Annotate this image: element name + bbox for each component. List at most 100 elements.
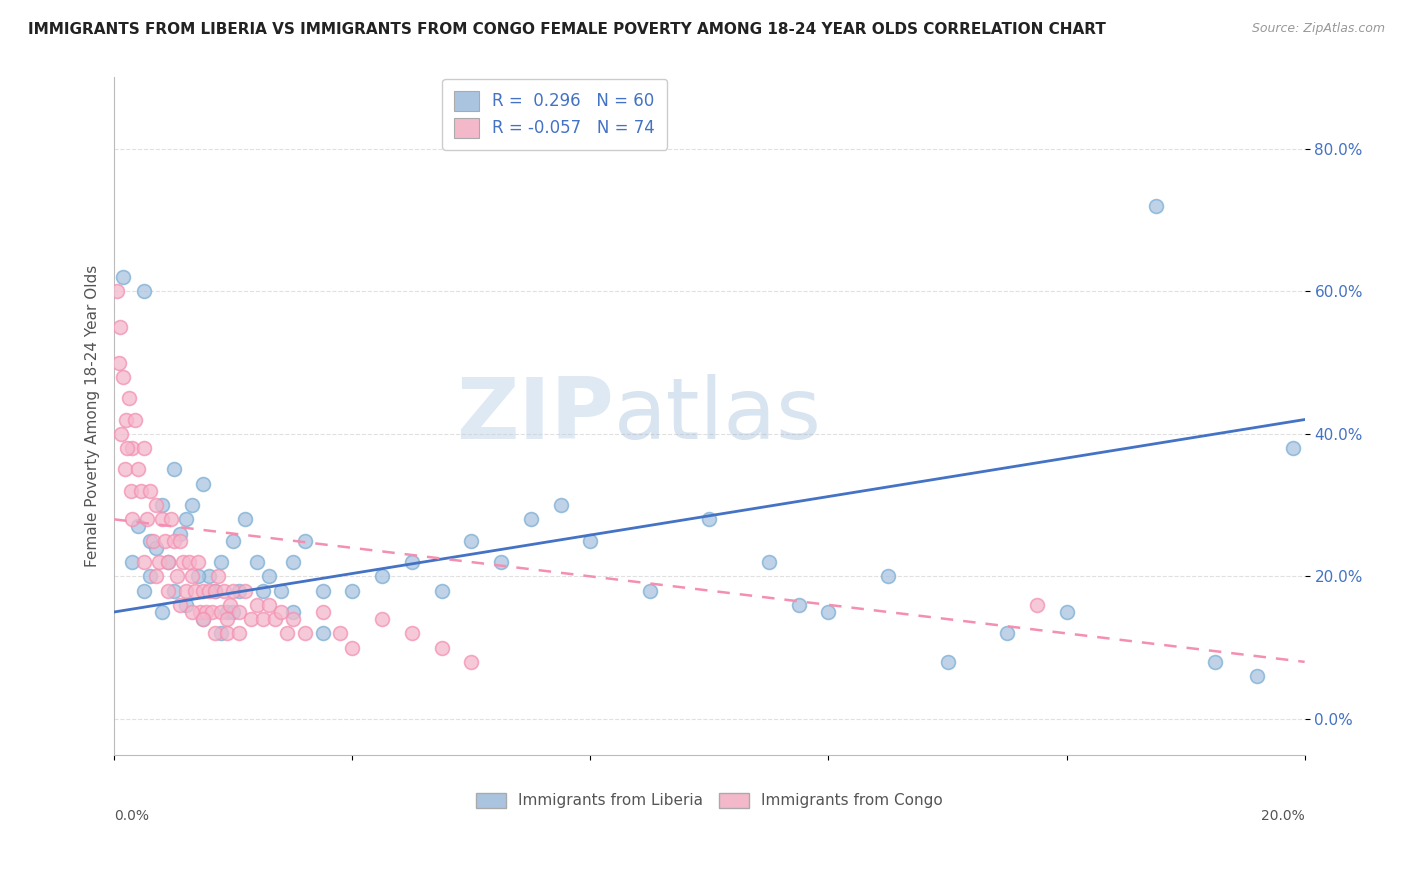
Point: [579, 533, 602, 548]
Point: [460, 655, 482, 669]
Point: [142, 533, 165, 548]
Point: [209, 555, 232, 569]
Point: [163, 462, 186, 476]
Point: [520, 512, 543, 526]
Point: [430, 640, 453, 655]
Point: [121, 512, 143, 526]
Point: [198, 583, 221, 598]
Point: [1025, 598, 1047, 612]
Point: [217, 612, 239, 626]
Point: [108, 355, 131, 369]
Point: [222, 533, 245, 548]
Point: [124, 412, 146, 426]
Point: [329, 626, 352, 640]
Point: [156, 555, 179, 569]
Point: [214, 583, 236, 598]
Point: [817, 605, 839, 619]
Point: [550, 498, 572, 512]
Point: [430, 583, 453, 598]
Point: [489, 555, 512, 569]
Point: [995, 626, 1018, 640]
Point: [156, 583, 179, 598]
Point: [228, 626, 250, 640]
Point: [169, 533, 191, 548]
Point: [159, 512, 181, 526]
Point: [228, 605, 250, 619]
Point: [877, 569, 900, 583]
Text: atlas: atlas: [614, 375, 823, 458]
Point: [228, 583, 250, 598]
Point: [120, 483, 142, 498]
Point: [177, 555, 200, 569]
Point: [135, 512, 157, 526]
Point: [252, 583, 274, 598]
Point: [127, 519, 149, 533]
Point: [132, 555, 155, 569]
Point: [190, 605, 212, 619]
Point: [638, 583, 661, 598]
Point: [342, 583, 364, 598]
Point: [371, 612, 394, 626]
Point: [204, 583, 226, 598]
Point: [150, 605, 173, 619]
Point: [270, 583, 292, 598]
Point: [132, 285, 155, 299]
Point: [105, 285, 128, 299]
Point: [117, 441, 139, 455]
Text: ZIP: ZIP: [457, 375, 614, 458]
Point: [180, 569, 202, 583]
Point: [193, 583, 215, 598]
Point: [264, 612, 287, 626]
Point: [252, 612, 274, 626]
Point: [121, 441, 143, 455]
Point: [145, 541, 167, 555]
Point: [257, 569, 280, 583]
Point: [217, 626, 239, 640]
Point: [114, 462, 136, 476]
Text: 20.0%: 20.0%: [1261, 809, 1305, 822]
Point: [1204, 655, 1226, 669]
Point: [139, 483, 162, 498]
Point: [180, 605, 202, 619]
Point: [201, 605, 224, 619]
Point: [207, 569, 229, 583]
Point: [233, 512, 256, 526]
Point: [219, 598, 242, 612]
Point: [193, 476, 215, 491]
Point: [209, 626, 232, 640]
Point: [186, 555, 208, 569]
Point: [166, 569, 188, 583]
Point: [174, 598, 197, 612]
Point: [112, 369, 135, 384]
Point: [1056, 605, 1078, 619]
Point: [1144, 199, 1167, 213]
Point: [129, 483, 152, 498]
Point: [163, 533, 186, 548]
Point: [156, 555, 179, 569]
Point: [257, 598, 280, 612]
Point: [460, 533, 482, 548]
Point: [217, 605, 239, 619]
Point: [172, 555, 194, 569]
Point: [174, 583, 197, 598]
Text: 0.0%: 0.0%: [114, 809, 149, 822]
Point: [150, 512, 173, 526]
Point: [115, 412, 138, 426]
Point: [132, 583, 155, 598]
Point: [169, 598, 191, 612]
Point: [198, 569, 221, 583]
Point: [163, 583, 186, 598]
Point: [276, 626, 298, 640]
Point: [240, 612, 263, 626]
Point: [145, 569, 167, 583]
Point: [222, 605, 245, 619]
Point: [311, 583, 333, 598]
Legend: Immigrants from Liberia, Immigrants from Congo: Immigrants from Liberia, Immigrants from…: [470, 787, 949, 814]
Point: [209, 605, 232, 619]
Point: [139, 569, 162, 583]
Point: [222, 583, 245, 598]
Point: [169, 526, 191, 541]
Point: [401, 626, 423, 640]
Point: [281, 555, 304, 569]
Point: [153, 533, 176, 548]
